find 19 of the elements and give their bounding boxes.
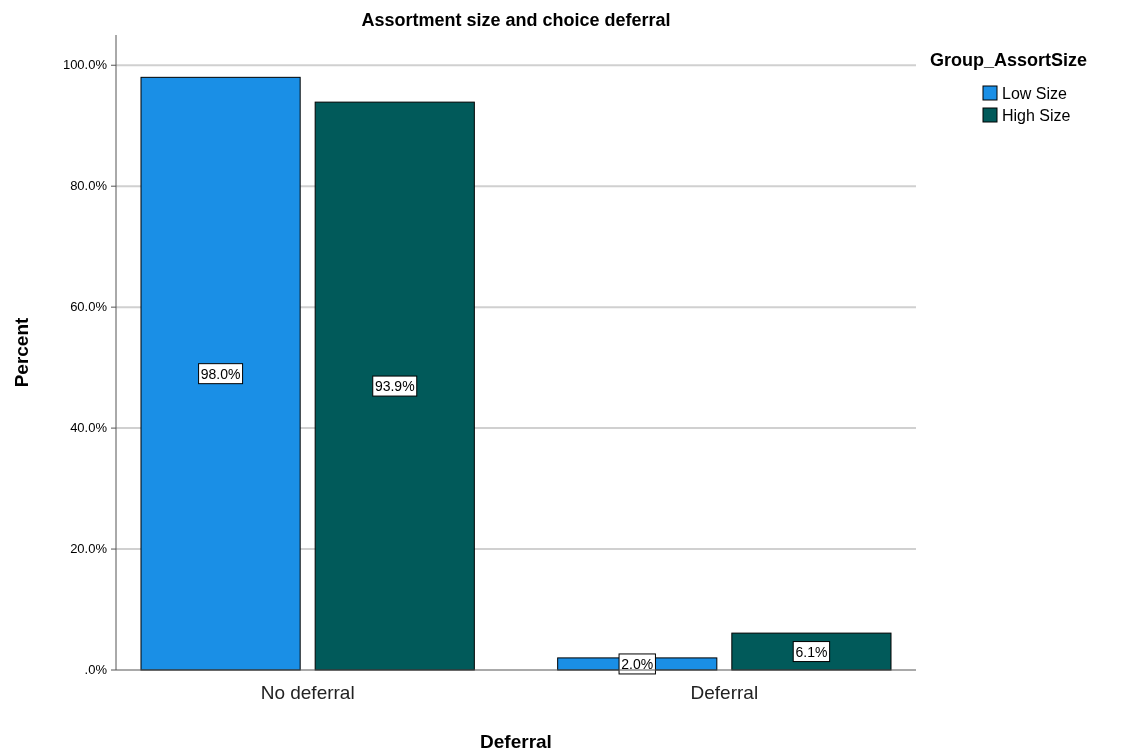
legend-title: Group_AssortSize (930, 50, 1088, 70)
bar (314, 101, 475, 671)
data-label: 6.1% (795, 643, 828, 660)
y-tick-label: 60.0% (70, 299, 108, 315)
data-label: 2.0% (621, 655, 654, 672)
y-tick-label: 40.0% (70, 420, 108, 436)
data-label: 98.0% (200, 365, 241, 382)
y-tick-label: 20.0% (70, 541, 108, 557)
legend-label: High Size (1002, 107, 1071, 124)
y-tick-label: 100.0% (62, 57, 108, 73)
x-tick-label: No deferral (260, 682, 355, 703)
x-axis-title: Deferral (480, 731, 552, 752)
legend-label: Low Size (1002, 85, 1068, 102)
y-tick-label: 80.0% (70, 178, 108, 194)
bar (140, 76, 301, 671)
y-axis-title: Percent (11, 316, 32, 388)
chart-title: Assortment size and choice deferral (361, 10, 671, 30)
data-label: 93.9% (374, 378, 415, 395)
y-tick-label: .0% (84, 662, 108, 677)
